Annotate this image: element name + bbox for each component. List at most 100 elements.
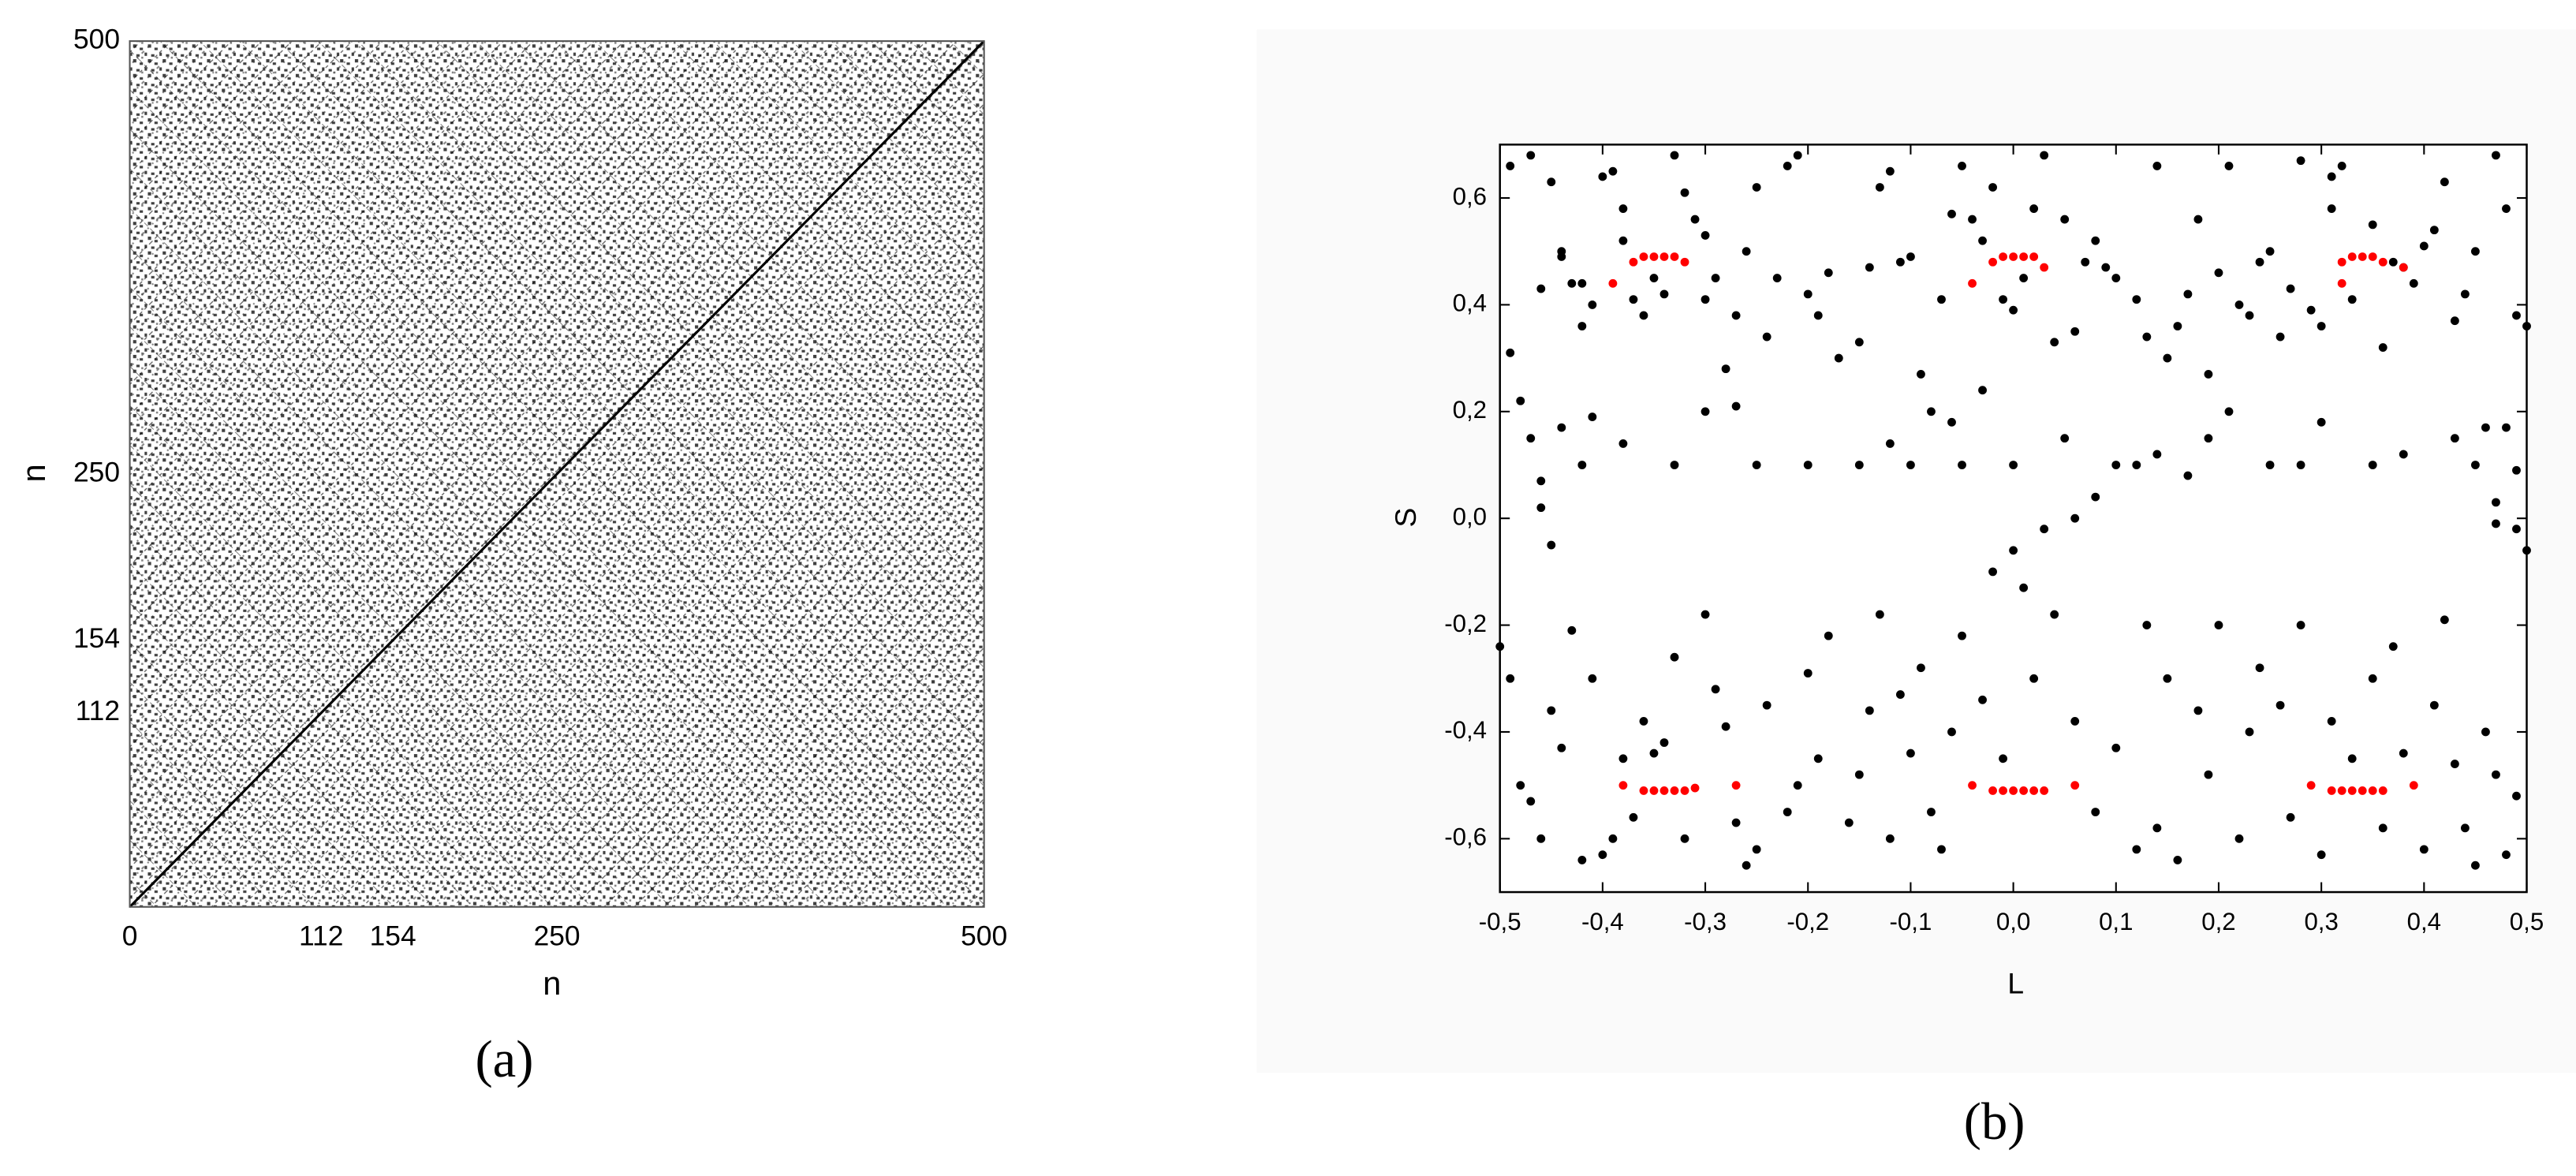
y-tick-label: 112 (76, 695, 120, 726)
scatter-point (2265, 247, 2275, 256)
scatter-point (1988, 183, 1997, 192)
scatter-point (2142, 332, 2152, 342)
scatter-point (1557, 247, 1566, 256)
scatter-point (1988, 567, 1997, 577)
scatter-point (1629, 295, 1638, 304)
scatter-point (1885, 166, 1895, 176)
scatter-point (1999, 754, 2008, 763)
scatter-point (2029, 786, 2039, 795)
scatter-point (2111, 461, 2121, 469)
scatter-point (1506, 348, 1515, 357)
x-tick-label: -0,5 (1479, 908, 1521, 935)
y-tick-label: 500 (73, 23, 120, 54)
x-tick-label: 250 (534, 920, 581, 952)
x-tick-label: -0,3 (1684, 908, 1727, 935)
scatter-point (1968, 278, 1977, 288)
panel-b: -0,5 -0,4 -0,3 -0,2 -0,1 0,0 0,1 0,2 0,3 0,4 0,5 -0… (1389, 144, 2544, 1151)
scatter-point (1608, 166, 1618, 176)
scatter-point (1649, 274, 1659, 282)
scatter-point (2183, 471, 2193, 480)
scatter-point (1793, 781, 1802, 790)
scatter-point (2337, 786, 2346, 795)
scatter-point (2296, 621, 2305, 629)
scatter-point (2368, 674, 2377, 683)
scatter-point (1999, 295, 2008, 304)
scatter-point (2502, 850, 2511, 860)
scatter-point (1731, 818, 1741, 827)
scatter-point (2492, 770, 2500, 779)
scatter-point (2388, 642, 2398, 651)
scatter-point (1803, 669, 1813, 678)
scatter-point (1598, 172, 1607, 181)
scatter-point (1988, 257, 1997, 267)
scatter-point (2327, 172, 2336, 181)
scatter-point (1680, 257, 1689, 267)
scatter-point (2019, 583, 2029, 592)
scatter-point (1536, 834, 1546, 843)
scatter-point (1721, 364, 1730, 374)
scatter-point (1803, 461, 1813, 469)
scatter-point (2009, 786, 2018, 795)
scatter-point (2317, 417, 2326, 427)
scatter-point (1659, 289, 1669, 299)
scatter-point (2399, 450, 2408, 459)
y-axis-label: n (15, 464, 52, 482)
scatter-point (1588, 674, 1597, 683)
scatter-point (2050, 338, 2059, 347)
scatter-point (2070, 513, 2080, 523)
y-tick-label: -0,4 (1444, 716, 1487, 744)
scatter-point (2358, 786, 2367, 795)
y-tick-label: 0,4 (1453, 289, 1487, 317)
scatter-point (1711, 685, 1720, 694)
scatter-point (1547, 177, 1556, 187)
y-tick-label: 250 (73, 456, 120, 487)
diagonal (129, 40, 985, 908)
scatter-point (2029, 204, 2039, 213)
scatter-point (2060, 215, 2070, 224)
scatter-point (1968, 781, 1977, 790)
scatter-point (1958, 461, 1966, 469)
scatter-point (2019, 786, 2029, 795)
scatter-point (2378, 257, 2387, 267)
scatter-point (1865, 706, 1874, 715)
scatter-point (2009, 252, 2018, 261)
panel-a: 0 112 154 250 500 112 154 250 500 n n (a) (15, 23, 1007, 1088)
scatter-point (1813, 311, 1823, 320)
scatter-point (1978, 386, 1987, 395)
x-axis-label: n (543, 965, 561, 1002)
scatter-point (2502, 204, 2511, 213)
scatter-point (2409, 781, 2418, 790)
scatter-point (2368, 220, 2377, 230)
scatter-point (2040, 786, 2049, 795)
scatter-point (2327, 717, 2336, 726)
scatter-point (2460, 823, 2470, 833)
scatter-point (1783, 808, 1792, 816)
scatter-point (1885, 834, 1895, 843)
scatter-point (2234, 834, 2244, 843)
scatter-point (2440, 177, 2449, 187)
scatter-point (1844, 818, 1854, 827)
scatter-point (2450, 760, 2459, 768)
scatter-point (1639, 786, 1648, 795)
scatter-point (2173, 856, 2182, 864)
x-tick-label: -0,2 (1786, 908, 1829, 935)
scatter-point (1947, 209, 1956, 218)
scatter-point (2009, 546, 2018, 555)
scatter-point (2204, 434, 2213, 443)
scatter-point (2009, 461, 2018, 469)
scatter-point (1854, 770, 1864, 779)
scatter-point (2132, 295, 2141, 304)
scatter-point (1690, 783, 1700, 793)
scatter-point (2009, 305, 2018, 315)
y-axis-label: S (1389, 508, 1422, 528)
scatter-point (1577, 856, 1587, 864)
scatter-point (1854, 338, 1864, 347)
scatter-point (1999, 786, 2008, 795)
scatter-point (2224, 407, 2234, 416)
x-tick-label: 0,4 (2407, 908, 2441, 935)
scatter-point (1516, 781, 1525, 790)
scatter-point (1588, 413, 1597, 421)
scatter-point (1649, 252, 1659, 261)
scatter-point (1506, 161, 1515, 170)
